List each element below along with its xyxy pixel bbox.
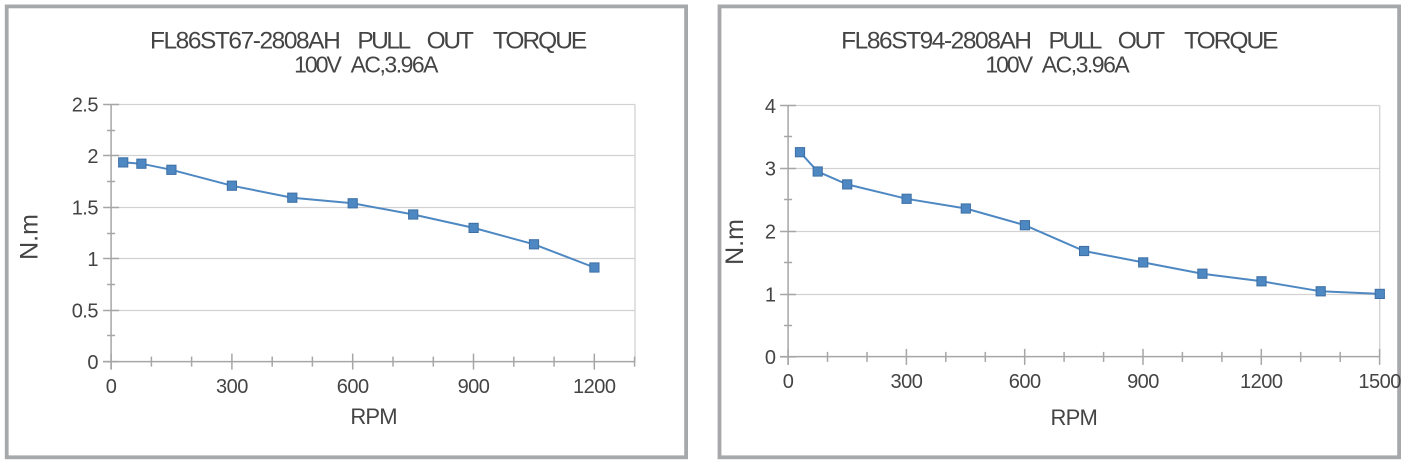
svg-text:0: 0	[106, 376, 117, 398]
svg-text:0.5: 0.5	[72, 300, 99, 322]
svg-text:4: 4	[765, 96, 776, 118]
svg-text:N.m: N.m	[16, 214, 44, 260]
svg-text:1200: 1200	[1240, 371, 1283, 393]
svg-text:2.5: 2.5	[72, 95, 99, 117]
svg-text:1200: 1200	[573, 376, 616, 398]
svg-text:0: 0	[783, 371, 794, 393]
svg-text:1.5: 1.5	[72, 198, 99, 220]
svg-text:RPM: RPM	[1051, 405, 1098, 430]
svg-text:1: 1	[765, 284, 776, 306]
svg-text:300: 300	[216, 376, 248, 398]
svg-text:600: 600	[337, 376, 369, 398]
svg-text:RPM: RPM	[350, 404, 397, 429]
svg-text:2: 2	[765, 222, 776, 244]
svg-text:0: 0	[765, 347, 776, 369]
svg-text:N.m: N.m	[721, 219, 749, 265]
svg-text:2: 2	[87, 146, 98, 168]
svg-text:900: 900	[1127, 371, 1159, 393]
svg-text:1: 1	[87, 249, 98, 271]
svg-text:300: 300	[890, 371, 922, 393]
svg-text:900: 900	[458, 376, 490, 398]
svg-text:3: 3	[765, 159, 776, 181]
svg-text:0: 0	[87, 352, 98, 374]
svg-text:1500: 1500	[1358, 371, 1401, 393]
svg-text:600: 600	[1009, 371, 1041, 393]
